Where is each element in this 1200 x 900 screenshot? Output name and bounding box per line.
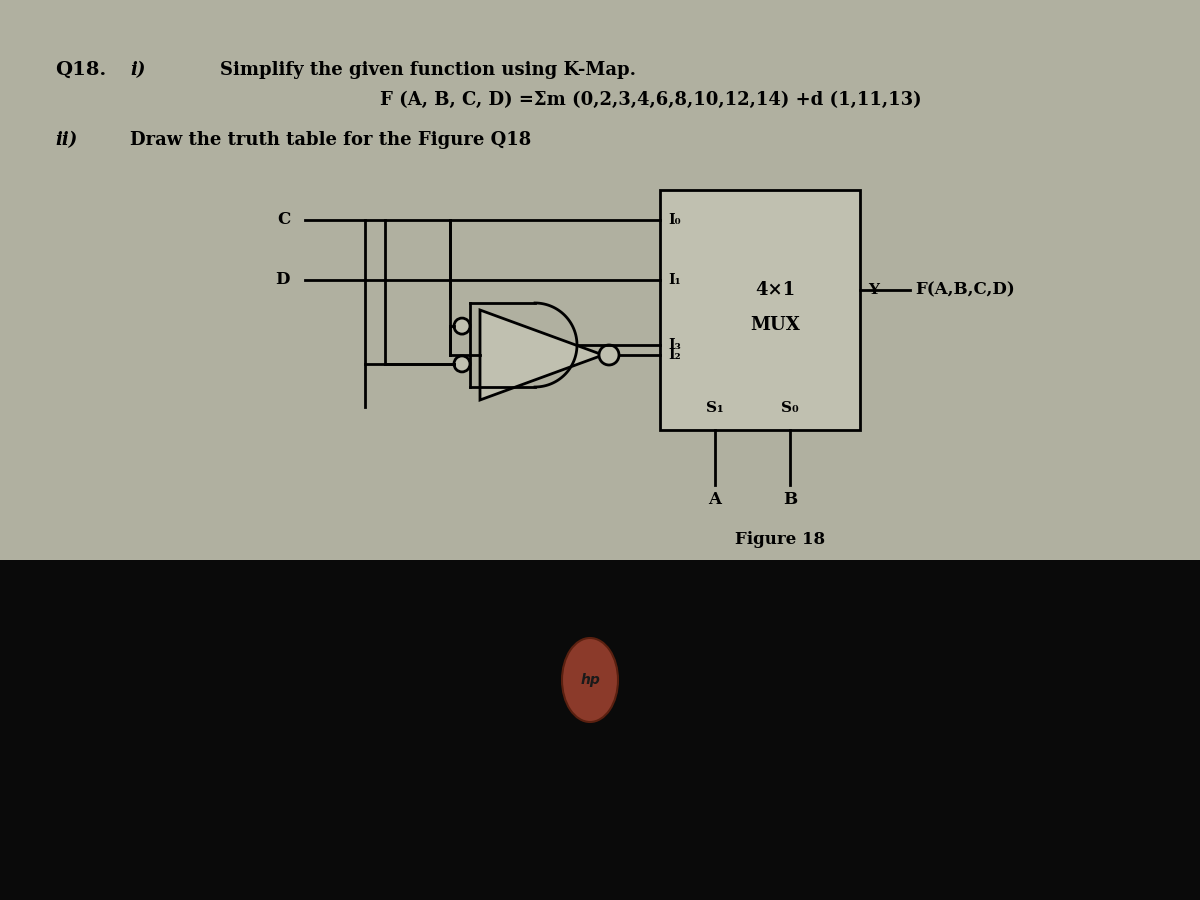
Bar [0, 560, 1200, 900]
Text: I₁: I₁ [668, 273, 680, 287]
Text: i): i) [130, 61, 145, 79]
Bar [0, 0, 1200, 560]
Text: I₃: I₃ [668, 338, 680, 352]
Text: I₀: I₀ [668, 213, 680, 227]
Text: I₂: I₂ [668, 348, 680, 362]
Circle shape [454, 356, 470, 372]
Text: ii): ii) [55, 131, 77, 149]
Text: S₀: S₀ [781, 401, 799, 415]
Text: C: C [277, 212, 290, 229]
Text: hp: hp [580, 673, 600, 687]
Text: Q18.: Q18. [55, 61, 107, 79]
Text: F(A,B,C,D): F(A,B,C,D) [916, 282, 1015, 299]
Text: MUX: MUX [750, 316, 800, 334]
Text: Figure 18: Figure 18 [734, 532, 826, 548]
Text: B: B [782, 491, 797, 508]
Circle shape [454, 318, 470, 334]
Text: F (A, B, C, D) =Σm (0,2,3,4,6,8,10,12,14) +d (1,11,13): F (A, B, C, D) =Σm (0,2,3,4,6,8,10,12,14… [380, 91, 922, 109]
Text: D: D [276, 272, 290, 289]
Polygon shape [480, 310, 604, 400]
Text: Draw the truth table for the Figure Q18: Draw the truth table for the Figure Q18 [130, 131, 532, 149]
Text: Y: Y [868, 283, 878, 297]
Circle shape [599, 345, 619, 365]
Text: S₁: S₁ [706, 401, 724, 415]
Text: 4×1: 4×1 [755, 281, 796, 299]
Bar [660, 190, 860, 430]
Ellipse shape [562, 638, 618, 722]
Text: A: A [708, 491, 721, 508]
Text: Simplify the given function using K-Map.: Simplify the given function using K-Map. [220, 61, 636, 79]
